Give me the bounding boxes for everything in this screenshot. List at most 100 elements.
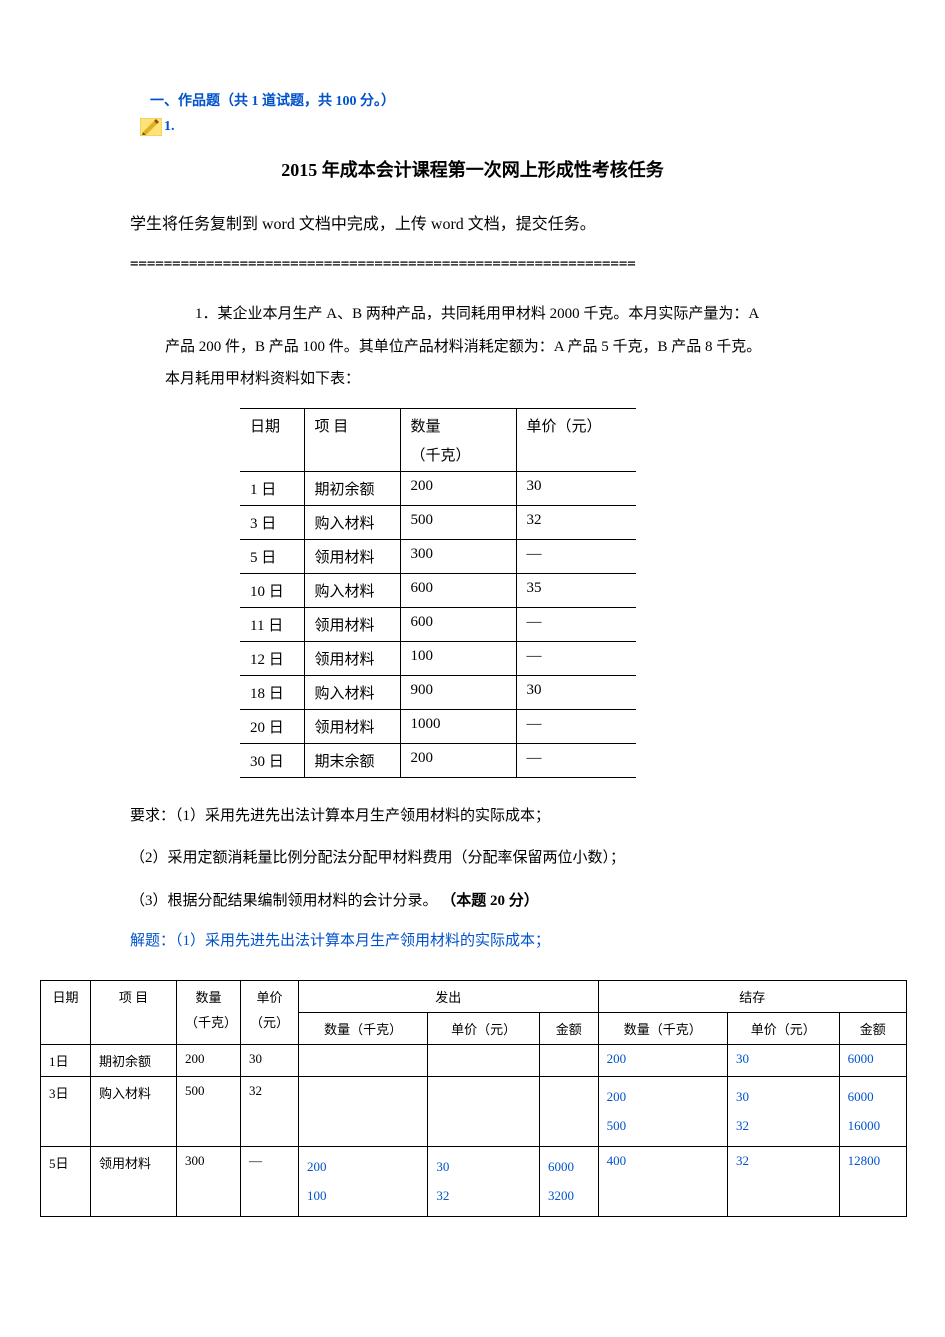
t2-h-qty-l1: 数量 bbox=[185, 987, 232, 1006]
t2-price: 32 bbox=[241, 1077, 299, 1147]
t1-h-qty: 数量 （千克） bbox=[400, 408, 516, 471]
table-row: 20 日领用材料1000— bbox=[240, 709, 636, 743]
problem-line-2: 产品 200 件，B 产品 100 件。其单位产品材料消耗定额为：A 产品 5 … bbox=[165, 333, 805, 362]
t1-qty: 1000 bbox=[400, 709, 516, 743]
t1-qty: 300 bbox=[400, 539, 516, 573]
t1-item: 领用材料 bbox=[304, 709, 400, 743]
t1-price: — bbox=[516, 641, 636, 675]
t2-cell: 200100 bbox=[299, 1147, 428, 1217]
t1-h-qty-l2: （千克） bbox=[411, 444, 506, 465]
t1-item: 购入材料 bbox=[304, 505, 400, 539]
t2-qty: 300 bbox=[177, 1147, 241, 1217]
requirement-2: （2）采用定额消耗量比例分配法分配甲材料费用（分配率保留两位小数）； bbox=[130, 844, 825, 873]
t2-h-item: 项 目 bbox=[91, 981, 177, 1045]
table-row: 3日购入材料500322005003032600016000 bbox=[41, 1077, 907, 1147]
t1-price: 32 bbox=[516, 505, 636, 539]
t1-h-qty-l1: 数量 bbox=[411, 415, 506, 436]
t1-item: 领用材料 bbox=[304, 539, 400, 573]
t2-cell: 3032 bbox=[727, 1077, 839, 1147]
table-row: 11 日领用材料600— bbox=[240, 607, 636, 641]
t1-price: — bbox=[516, 539, 636, 573]
t1-qty: 600 bbox=[400, 607, 516, 641]
t1-date: 5 日 bbox=[240, 539, 304, 573]
t2-h-price-l1: 单价 bbox=[249, 987, 290, 1006]
problem-line-1: 1．某企业本月生产 A、B 两种产品，共同耗用甲材料 2000 千克。本月实际产… bbox=[165, 300, 805, 329]
t1-h-date: 日期 bbox=[240, 408, 304, 471]
t1-item: 购入材料 bbox=[304, 675, 400, 709]
t1-item: 期末余额 bbox=[304, 743, 400, 777]
t2-qty: 500 bbox=[177, 1077, 241, 1147]
table-row: 30 日期末余额200— bbox=[240, 743, 636, 777]
t2-h-ba: 金额 bbox=[839, 1013, 906, 1045]
t2-h-price-l2: （元） bbox=[249, 1012, 290, 1031]
t2-cell bbox=[428, 1077, 540, 1147]
table-row: 10 日购入材料60035 bbox=[240, 573, 636, 607]
divider: ========================================… bbox=[130, 256, 825, 272]
page-title: 2015 年成本会计课程第一次网上形成性考核任务 bbox=[20, 156, 925, 182]
t2-h-date: 日期 bbox=[41, 981, 91, 1045]
t1-price: — bbox=[516, 607, 636, 641]
table-row: 5日领用材料300—2001003032600032004003212800 bbox=[41, 1147, 907, 1217]
t2-cell: 3032 bbox=[428, 1147, 540, 1217]
t2-h-price: 单价 （元） bbox=[241, 981, 299, 1045]
table-row: 1 日期初余额20030 bbox=[240, 471, 636, 505]
t2-cell: 200500 bbox=[598, 1077, 727, 1147]
t2-cell bbox=[299, 1077, 428, 1147]
t1-qty: 500 bbox=[400, 505, 516, 539]
t1-price: 30 bbox=[516, 675, 636, 709]
t1-date: 10 日 bbox=[240, 573, 304, 607]
t1-price: — bbox=[516, 709, 636, 743]
t2-cell bbox=[299, 1045, 428, 1077]
fifo-table: 日期 项 目 数量 （千克） 单价 （元） 发出 结存 数量（千克） 单价（元）… bbox=[40, 980, 907, 1217]
t1-item: 期初余额 bbox=[304, 471, 400, 505]
t2-cell bbox=[540, 1045, 599, 1077]
question-number: 1. bbox=[164, 119, 175, 135]
t2-cell: 32 bbox=[727, 1147, 839, 1217]
t1-price: 35 bbox=[516, 573, 636, 607]
t2-price: 30 bbox=[241, 1045, 299, 1077]
t1-date: 20 日 bbox=[240, 709, 304, 743]
table-row: 18 日购入材料90030 bbox=[240, 675, 636, 709]
t2-cell: 600016000 bbox=[839, 1077, 906, 1147]
t1-date: 3 日 bbox=[240, 505, 304, 539]
t2-item: 期初余额 bbox=[91, 1045, 177, 1077]
t2-h-qty-l2: （千克） bbox=[185, 1012, 232, 1031]
t1-date: 1 日 bbox=[240, 471, 304, 505]
t1-item: 购入材料 bbox=[304, 573, 400, 607]
requirement-1: 要求：（1）采用先进先出法计算本月生产领用材料的实际成本； bbox=[130, 802, 825, 831]
t1-date: 11 日 bbox=[240, 607, 304, 641]
t2-h-bp: 单价（元） bbox=[727, 1013, 839, 1045]
problem-line-3: 本月耗用甲材料资料如下表： bbox=[165, 365, 805, 394]
t1-date: 18 日 bbox=[240, 675, 304, 709]
t2-date: 3日 bbox=[41, 1077, 91, 1147]
t1-qty: 900 bbox=[400, 675, 516, 709]
t2-price: — bbox=[241, 1147, 299, 1217]
question-marker: 1. bbox=[140, 118, 925, 136]
pencil-icon bbox=[140, 118, 162, 136]
t2-cell bbox=[540, 1077, 599, 1147]
t1-h-price: 单价（元） bbox=[516, 408, 636, 471]
t1-qty: 200 bbox=[400, 471, 516, 505]
t1-h-item: 项 目 bbox=[304, 408, 400, 471]
t1-price: — bbox=[516, 743, 636, 777]
t2-h-bal: 结存 bbox=[598, 981, 906, 1013]
t1-item: 领用材料 bbox=[304, 607, 400, 641]
t1-qty: 200 bbox=[400, 743, 516, 777]
table-row: 5 日领用材料300— bbox=[240, 539, 636, 573]
answer-heading: 解题：（1）采用先进先出法计算本月生产领用材料的实际成本； bbox=[130, 929, 925, 950]
t1-price: 30 bbox=[516, 471, 636, 505]
requirement-3a: （3）根据分配结果编制领用材料的会计分录。 bbox=[130, 893, 441, 909]
t2-cell: 30 bbox=[727, 1045, 839, 1077]
t1-qty: 100 bbox=[400, 641, 516, 675]
t2-item: 领用材料 bbox=[91, 1147, 177, 1217]
t2-cell: 200 bbox=[598, 1045, 727, 1077]
t2-cell: 12800 bbox=[839, 1147, 906, 1217]
t2-h-oq: 数量（千克） bbox=[299, 1013, 428, 1045]
requirement-3b: （本题 20 分） bbox=[441, 893, 539, 909]
material-table: 日期 项 目 数量 （千克） 单价（元） 1 日期初余额200303 日购入材料… bbox=[240, 408, 925, 778]
t1-item: 领用材料 bbox=[304, 641, 400, 675]
t2-cell: 6000 bbox=[839, 1045, 906, 1077]
t2-h-op: 单价（元） bbox=[428, 1013, 540, 1045]
t2-cell: 400 bbox=[598, 1147, 727, 1217]
t2-h-bq: 数量（千克） bbox=[598, 1013, 727, 1045]
